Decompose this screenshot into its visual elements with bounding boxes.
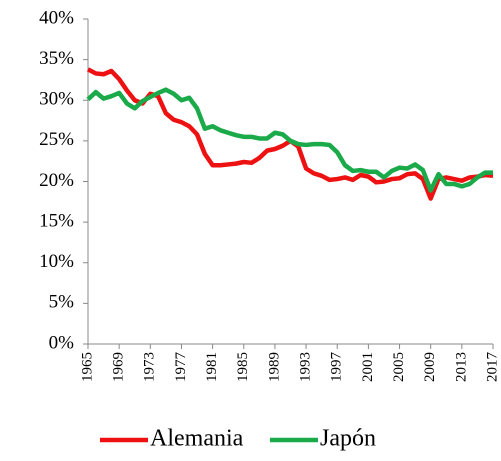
- y-tick-label: 25%: [39, 129, 74, 150]
- y-tick-label: 35%: [39, 48, 74, 69]
- x-tick-label: 1985: [235, 352, 251, 382]
- line-series: [86, 67, 494, 201]
- x-tick-label: 2017: [484, 352, 500, 383]
- x-tick-label: 1969: [111, 352, 127, 382]
- y-tick-label: 20%: [39, 170, 74, 191]
- x-tick-label: 1997: [329, 352, 345, 383]
- line-series: [86, 87, 493, 193]
- x-tick-label: 2009: [422, 352, 438, 382]
- y-tick-label: 30%: [39, 89, 74, 110]
- x-tick-label: 1989: [266, 352, 282, 382]
- y-tick-label: 0%: [49, 332, 75, 353]
- x-tick-label: 1965: [79, 352, 95, 382]
- y-tick-label: 5%: [49, 292, 75, 313]
- y-tick-label: 15%: [39, 210, 74, 231]
- legend-label: Alemania: [150, 426, 244, 452]
- x-tick-label: 1993: [298, 352, 314, 382]
- y-tick-label: 10%: [39, 251, 74, 272]
- x-tick-label: 2001: [360, 352, 376, 382]
- x-tick-label: 1977: [173, 352, 189, 383]
- x-tick-label: 2005: [391, 352, 407, 382]
- x-tick-label: 2013: [453, 352, 469, 382]
- legend-label: Japón: [320, 426, 376, 452]
- x-tick-label: 1981: [204, 352, 220, 382]
- x-tick-label: 1973: [142, 352, 158, 382]
- y-tick-label: 40%: [39, 7, 74, 28]
